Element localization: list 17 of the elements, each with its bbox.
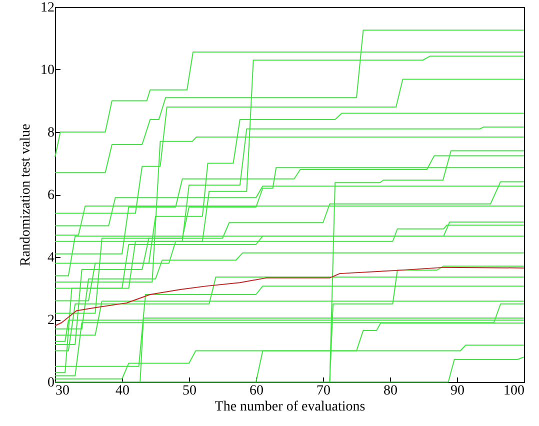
y-tick-label: 8: [48, 126, 54, 140]
x-tick-label: 100: [504, 384, 524, 398]
y-tick-label: 12: [40, 0, 54, 16]
y-tick-label: 4: [48, 250, 54, 266]
x-tick-label: 50: [182, 384, 196, 398]
x-tick-label: 30: [56, 384, 70, 398]
y-tick-label: 10: [40, 63, 54, 78]
x-tick-label: 90: [450, 384, 464, 398]
y-tick-label: 6: [48, 188, 54, 203]
y-tick-label: 2: [48, 313, 54, 328]
x-tick-label: 80: [384, 384, 398, 398]
x-tick-label: 70: [316, 384, 330, 398]
y-axis-title: Randomization test value: [18, 124, 34, 266]
x-tick-label: 60: [250, 384, 264, 398]
y-tick-label: 0: [48, 376, 54, 390]
x-tick-label: 40: [116, 384, 130, 398]
x-axis-title: The number of evaluations: [214, 400, 366, 414]
